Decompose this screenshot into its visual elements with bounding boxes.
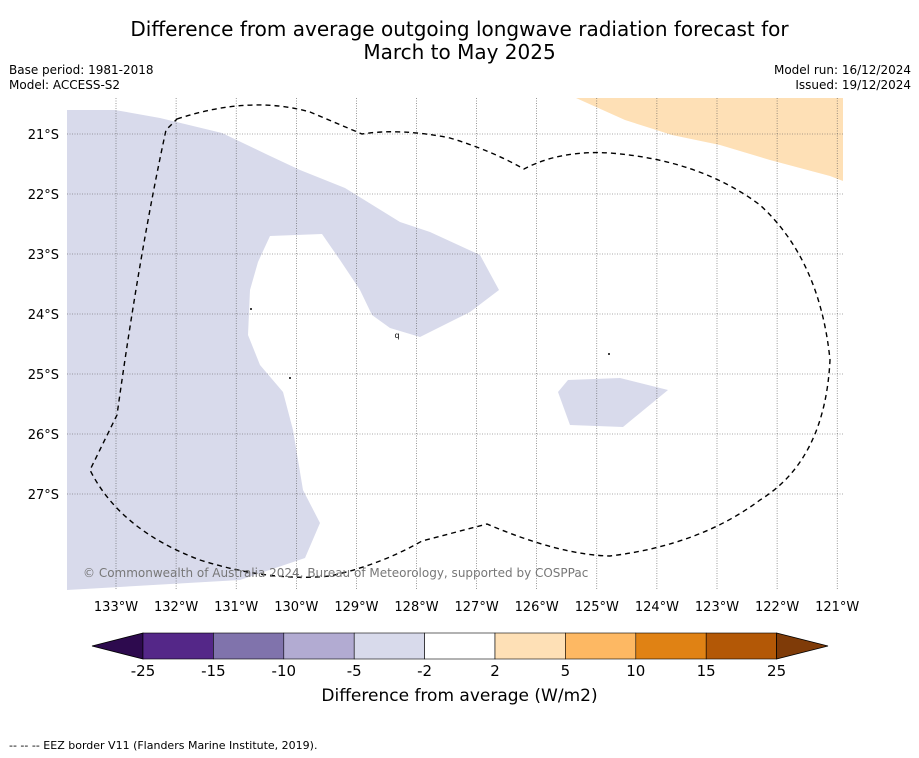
- island-speck: [608, 353, 610, 355]
- longitude-labels: 133°W 132°W 131°W 130°W 129°W 128°W 127°W 126°W…: [94, 600, 860, 615]
- meta-right: Model run: 16/12/2024 Issued: 19/12/2024: [774, 63, 911, 93]
- colorbar-segment: [494, 632, 566, 660]
- colorbar-tick-label: -10: [272, 662, 297, 680]
- colorbar-segment: [635, 632, 707, 660]
- colorbar-segment: [283, 632, 355, 660]
- lat-tick-label: 27°S: [28, 488, 59, 503]
- eez-border: [89, 104, 831, 578]
- lon-tick-label: 128°W: [394, 600, 438, 615]
- base-period: Base period: 1981-2018: [9, 63, 154, 77]
- region-above-average: [576, 98, 843, 181]
- colorbar-tick-label: 10: [626, 662, 645, 680]
- lat-tick-label: 24°S: [28, 308, 59, 323]
- lat-tick-label: 21°S: [28, 128, 59, 143]
- region-below-average-west: [67, 110, 499, 590]
- colorbar-tick-label: 5: [561, 662, 571, 680]
- lon-tick-label: 129°W: [334, 600, 378, 615]
- colorbar-segment: [565, 632, 637, 660]
- latitude-labels: 21°S 22°S 23°S 24°S 25°S 26°S 27°S: [28, 128, 59, 503]
- colorbar-extend-low: [91, 632, 144, 660]
- gridlines: [67, 98, 843, 590]
- lon-tick-label: 132°W: [154, 600, 198, 615]
- map-title: Difference from average outgoing longwav…: [0, 18, 919, 64]
- lat-tick-label: 22°S: [28, 188, 59, 203]
- lat-tick-label: 25°S: [28, 368, 59, 383]
- lon-tick-label: 126°W: [515, 600, 559, 615]
- colorbar-tick-label: -15: [201, 662, 226, 680]
- colorbar-tick-label: 2: [490, 662, 500, 680]
- lat-tick-label: 26°S: [28, 428, 59, 443]
- lon-tick-label: 131°W: [214, 600, 258, 615]
- lon-tick-label: 125°W: [575, 600, 619, 615]
- footer-note: -- -- -- EEZ border V11 (Flanders Marine…: [9, 739, 318, 752]
- colorbar: -25 -15 -10 -5 -2 2 5 10 15 25: [91, 632, 829, 680]
- region-below-average-east: [558, 378, 668, 427]
- title-line-2: March to May 2025: [363, 40, 556, 64]
- colorbar-extend-high: [776, 632, 829, 660]
- copyright-text: © Commonwealth of Australia 2024, Bureau…: [83, 566, 588, 580]
- colorbar-tick-label: -2: [417, 662, 432, 680]
- colorbar-segment: [705, 632, 777, 660]
- lon-tick-label: 127°W: [455, 600, 499, 615]
- colorbar-tick-label: 25: [767, 662, 786, 680]
- lon-tick-label: 123°W: [695, 600, 739, 615]
- lon-tick-label: 124°W: [635, 600, 679, 615]
- colorbar-segment: [213, 632, 285, 660]
- lon-tick-label: 133°W: [94, 600, 138, 615]
- lat-tick-label: 23°S: [28, 248, 59, 263]
- colorbar-segment: [424, 632, 496, 660]
- model-name: Model: ACCESS-S2: [9, 78, 121, 92]
- island-speck: q: [394, 331, 399, 340]
- colorbar-tick-label: 15: [697, 662, 716, 680]
- issued-date: Issued: 19/12/2024: [795, 78, 911, 92]
- colorbar-segment: [142, 632, 214, 660]
- island-speck: [250, 308, 252, 310]
- colorbar-segment: [353, 632, 425, 660]
- colorbar-tick-label: -5: [347, 662, 362, 680]
- title-line-1: Difference from average outgoing longwav…: [130, 17, 789, 41]
- map-area: q © Commonwealth of Australia 2024, Bure…: [67, 98, 843, 590]
- meta-left: Base period: 1981-2018 Model: ACCESS-S2: [9, 63, 154, 93]
- lon-tick-label: 121°W: [815, 600, 859, 615]
- colorbar-tick-label: -25: [131, 662, 156, 680]
- lon-tick-label: 122°W: [755, 600, 799, 615]
- lon-tick-label: 130°W: [274, 600, 318, 615]
- model-run: Model run: 16/12/2024: [773, 63, 911, 77]
- island-speck: [289, 377, 291, 379]
- colorbar-label: Difference from average (W/m2): [321, 686, 598, 706]
